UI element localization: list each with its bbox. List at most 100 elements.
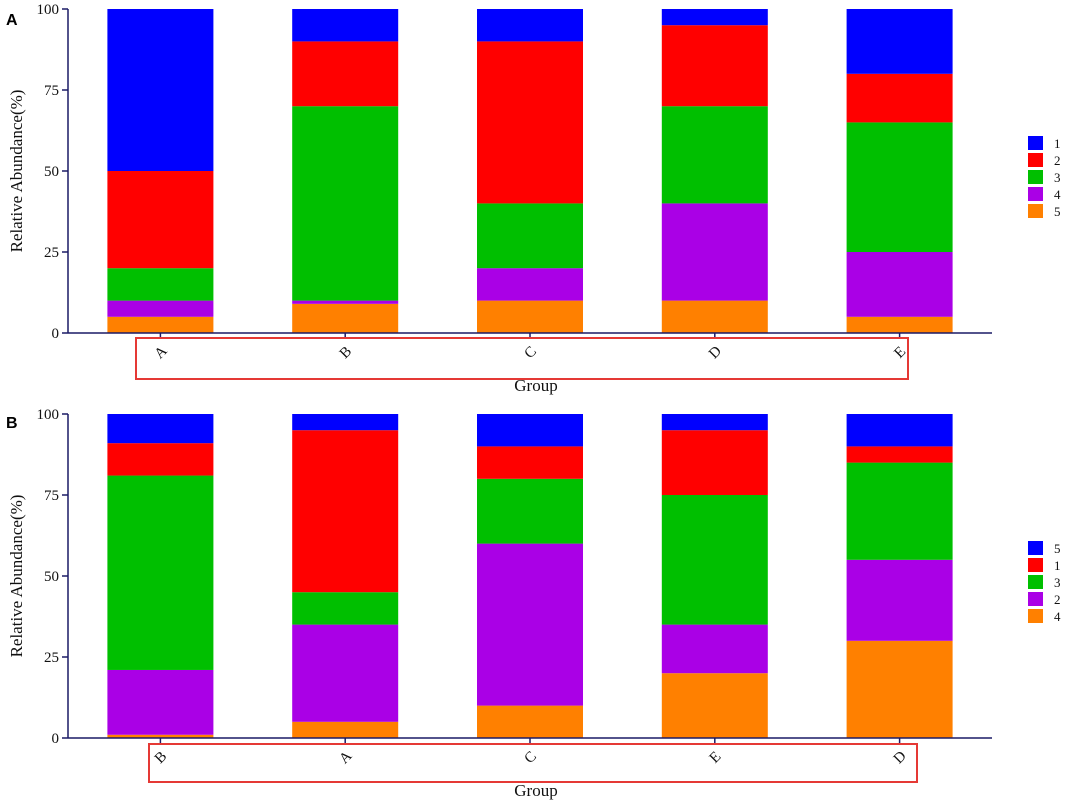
y-tick-label: 0 (52, 731, 60, 747)
bar-segment-E-5 (661, 414, 768, 431)
bar-segment-D-2 (661, 25, 768, 107)
x-tick-label: B (337, 344, 355, 362)
bar-segment-A-4 (107, 300, 214, 317)
legend-label-2: 2 (1054, 592, 1061, 607)
legend-swatch-1 (1028, 136, 1043, 150)
bar-segment-D-3 (846, 462, 953, 560)
bar-segment-D-2 (846, 559, 953, 641)
bar-segment-E-4 (846, 252, 953, 317)
bar-segment-E-4 (661, 673, 768, 738)
legend-swatch-2 (1028, 153, 1043, 167)
bar-segment-A-3 (107, 268, 214, 301)
bar-segment-C-3 (477, 203, 583, 269)
legend-swatch-5 (1028, 541, 1043, 555)
bar-segment-B-5 (292, 303, 399, 333)
legend-swatch-4 (1028, 609, 1043, 623)
bar-segment-C-1 (477, 446, 583, 479)
bar-segment-B-2 (292, 41, 399, 107)
bar-segment-E-1 (661, 430, 768, 495)
y-axis-title: Relative Abundance(%) (7, 90, 26, 253)
bar-segment-C-4 (477, 705, 583, 738)
highlight-box (148, 743, 918, 783)
x-tick-label: A (152, 343, 171, 362)
bar-segment-B-3 (107, 475, 214, 670)
bar-segment-C-1 (477, 9, 583, 42)
legend-swatch-3 (1028, 170, 1043, 184)
legend-swatch-2 (1028, 592, 1043, 606)
bar-segment-D-1 (846, 446, 953, 463)
bar-segment-C-5 (477, 414, 583, 447)
x-tick-label: C (522, 344, 540, 362)
x-axis-title: Group (514, 376, 557, 395)
bar-segment-E-5 (846, 316, 953, 333)
y-tick-label: 75 (44, 83, 59, 99)
y-axis-title: Relative Abundance(%) (7, 495, 26, 658)
legend: 1 2 3 4 5 (1028, 136, 1061, 219)
bar-segment-D-5 (661, 300, 768, 333)
bar-segment-C-4 (477, 268, 583, 301)
x-tick-label: E (891, 344, 909, 362)
bar-segment-E-3 (661, 495, 768, 625)
y-tick-label: 25 (44, 245, 59, 261)
legend-swatch-5 (1028, 204, 1043, 218)
bar-segment-A-5 (292, 414, 399, 431)
bar-segment-D-1 (661, 9, 768, 26)
y-tick-label: 0 (52, 326, 60, 342)
y-tick-label: 75 (44, 488, 59, 504)
x-tick-label: B (152, 749, 170, 767)
bar-segment-B-4 (292, 300, 399, 304)
bar-segment-A-2 (292, 624, 399, 722)
bar-segment-B-5 (107, 414, 214, 444)
bar-segment-A-1 (292, 430, 399, 593)
x-tick-label: D (706, 343, 725, 362)
legend-swatch-1 (1028, 558, 1043, 572)
bar-segment-A-2 (107, 171, 214, 269)
bar-segment-B-1 (107, 443, 214, 476)
bar-segment-A-3 (292, 592, 399, 625)
legend-label-4: 4 (1054, 609, 1061, 624)
legend-label-4: 4 (1054, 187, 1061, 202)
bar-segment-D-4 (661, 203, 768, 301)
x-tick-label: A (336, 748, 355, 767)
bar-segment-E-2 (846, 73, 953, 123)
bar-segment-E-3 (846, 122, 953, 253)
bar-segment-C-5 (477, 300, 583, 333)
x-tick-label: D (891, 748, 910, 767)
legend-label-5: 5 (1054, 541, 1061, 556)
legend-label-3: 3 (1054, 575, 1061, 590)
legend-swatch-4 (1028, 187, 1043, 201)
panel-label: A (6, 12, 18, 29)
legend-swatch-3 (1028, 575, 1043, 589)
y-tick-label: 100 (37, 407, 60, 423)
legend-label-3: 3 (1054, 170, 1061, 185)
legend-label-1: 1 (1054, 558, 1061, 573)
legend-label-2: 2 (1054, 153, 1061, 168)
bar-segment-B-1 (292, 9, 399, 42)
bar-segment-D-5 (846, 414, 953, 447)
y-tick-label: 25 (44, 650, 59, 666)
bar-segment-B-2 (107, 669, 214, 735)
bar-segment-A-4 (292, 721, 399, 738)
legend-label-5: 5 (1054, 204, 1061, 219)
y-tick-label: 50 (44, 569, 59, 585)
y-tick-label: 100 (37, 2, 60, 18)
bar-segment-C-3 (477, 478, 583, 544)
bar-segment-C-2 (477, 41, 583, 204)
legend: 5 1 3 2 4 (1028, 541, 1061, 624)
bar-segment-B-4 (107, 734, 214, 738)
x-axis-title: Group (514, 781, 557, 800)
bar-segment-C-2 (477, 543, 583, 706)
bar-segment-A-5 (107, 316, 214, 333)
bar-segment-E-2 (661, 624, 768, 674)
bar-segment-B-3 (292, 106, 399, 301)
highlight-box (135, 337, 909, 380)
bar-segment-A-1 (107, 9, 214, 171)
x-tick-label: C (522, 749, 540, 767)
panel-label: B (6, 415, 18, 432)
bar-segment-D-4 (846, 640, 953, 738)
bar-segment-D-3 (661, 106, 768, 204)
bar-segment-E-1 (846, 9, 953, 74)
